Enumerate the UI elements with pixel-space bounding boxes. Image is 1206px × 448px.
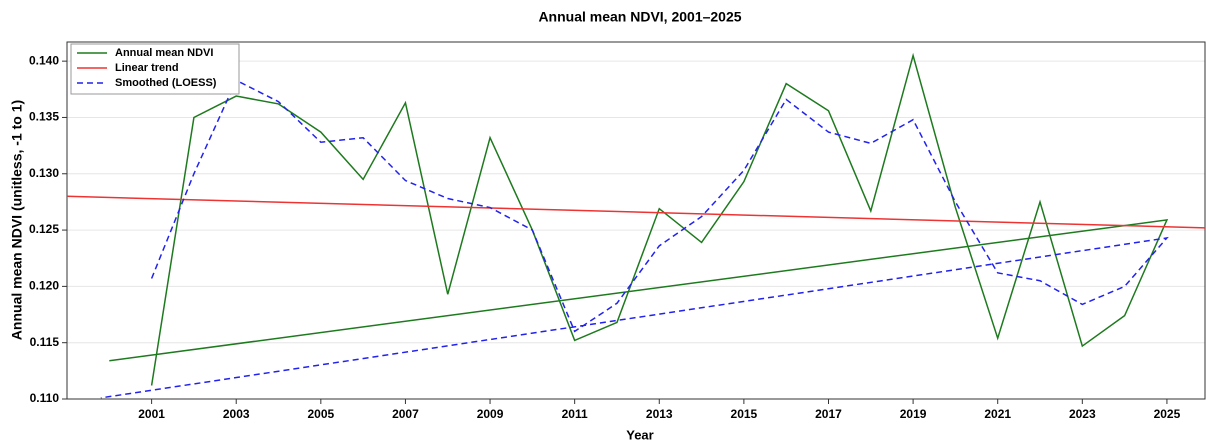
legend-label: Annual mean NDVI xyxy=(115,47,213,59)
y-tick-label: 0.140 xyxy=(29,53,59,67)
x-tick-label: 2007 xyxy=(392,407,419,421)
x-tick-label: 2023 xyxy=(1069,407,1096,421)
y-axis-label: Annual mean NDVI (unitless, -1 to 1) xyxy=(9,100,25,340)
x-tick-label: 2025 xyxy=(1154,407,1181,421)
x-tick-label: 2013 xyxy=(646,407,673,421)
x-tick-label: 2021 xyxy=(984,407,1011,421)
x-tick-label: 2011 xyxy=(562,407,588,421)
legend-label: Smoothed (LOESS) xyxy=(115,77,217,89)
series-line xyxy=(100,79,1169,399)
x-tick-label: 2009 xyxy=(477,407,504,421)
plot-frame xyxy=(66,41,1206,400)
x-tick-label: 2017 xyxy=(815,407,842,421)
y-tick-label: 0.125 xyxy=(29,222,59,236)
x-axis-label: Year xyxy=(626,427,653,442)
y-tick-label: 0.110 xyxy=(30,391,60,405)
y-tick-label: 0.120 xyxy=(29,279,59,293)
y-tick-label: 0.115 xyxy=(30,335,60,349)
chart-title: Annual mean NDVI, 2001–2025 xyxy=(538,9,741,25)
x-tick-label: 2005 xyxy=(307,407,334,421)
series-line xyxy=(66,195,1206,229)
y-tick-label: 0.130 xyxy=(29,166,59,180)
series-line xyxy=(109,52,1169,386)
x-tick-label: 2015 xyxy=(731,407,758,421)
x-tick-label: 2003 xyxy=(223,407,250,421)
y-tick-label: 0.135 xyxy=(29,110,59,124)
legend-label: Linear trend xyxy=(115,62,179,74)
x-tick-label: 2001 xyxy=(138,407,165,421)
x-tick-label: 2019 xyxy=(900,407,927,421)
